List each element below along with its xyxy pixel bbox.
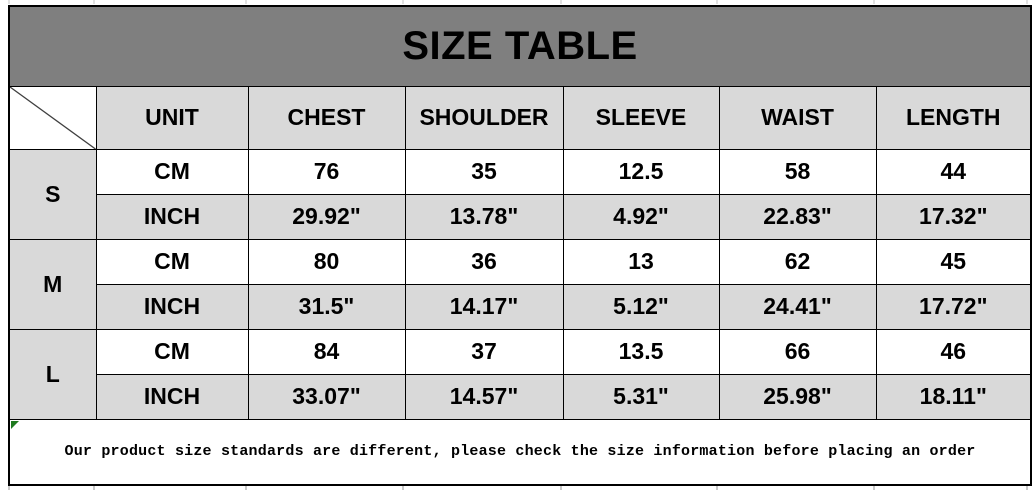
table-row-s-inch: INCH 29.92" 13.78" 4.92" 22.83" 17.32" — [9, 193, 1032, 240]
title-row: SIZE TABLE — [8, 5, 1032, 87]
value-cell: 31.5" — [247, 283, 406, 330]
value-cell: 13.5 — [562, 328, 720, 375]
value-cell: 4.92" — [562, 193, 720, 240]
green-corner-flag-icon — [11, 420, 19, 429]
unit-cell: INCH — [95, 283, 249, 330]
value-cell: 58 — [718, 148, 877, 195]
value-cell: 84 — [247, 328, 406, 375]
crop-ticks-top — [8, 0, 1030, 4]
value-cell: 17.32" — [875, 193, 1032, 240]
table-title: SIZE TABLE — [8, 5, 1032, 87]
note-text: Our product size standards are different… — [64, 443, 976, 461]
column-header-unit: UNIT — [95, 85, 249, 150]
size-label-m: M — [8, 238, 97, 330]
unit-cell: INCH — [95, 373, 249, 420]
value-cell: 33.07" — [247, 373, 406, 420]
diagonal-corner-cell — [8, 85, 97, 150]
value-cell: 29.92" — [247, 193, 406, 240]
value-cell: 66 — [718, 328, 877, 375]
column-header-chest: CHEST — [247, 85, 406, 150]
table-row-m-inch: INCH 31.5" 14.17" 5.12" 24.41" 17.72" — [9, 283, 1032, 330]
table-row-s-cm: S CM 76 35 12.5 58 44 — [8, 148, 1032, 240]
column-header-shoulder: SHOULDER — [404, 85, 564, 150]
unit-cell: CM — [95, 238, 249, 285]
value-cell: 46 — [875, 328, 1032, 375]
column-header-length: LENGTH — [875, 85, 1032, 150]
column-header-sleeve: SLEEVE — [562, 85, 720, 150]
size-label-s: S — [8, 148, 97, 240]
value-cell: 13.78" — [404, 193, 564, 240]
header-row: UNIT CHEST SHOULDER SLEEVE WAIST LENGTH — [8, 85, 1032, 150]
column-header-waist: WAIST — [718, 85, 877, 150]
table-row-l-inch: INCH 33.07" 14.57" 5.31" 25.98" 18.11" — [9, 373, 1032, 420]
value-cell: 80 — [247, 238, 406, 285]
size-table-wrap: SIZE TABLE UNIT CHEST SHOULDER SLEEVE WA… — [8, 5, 1033, 486]
value-cell: 22.83" — [718, 193, 877, 240]
value-cell: 25.98" — [718, 373, 877, 420]
value-cell: 35 — [404, 148, 564, 195]
diagonal-line-icon — [10, 87, 96, 149]
value-cell: 5.12" — [562, 283, 720, 330]
value-cell: 62 — [718, 238, 877, 285]
value-cell: 44 — [875, 148, 1032, 195]
value-cell: 37 — [404, 328, 564, 375]
value-cell: 18.11" — [875, 373, 1032, 420]
value-cell: 5.31" — [562, 373, 720, 420]
value-cell: 76 — [247, 148, 406, 195]
value-cell: 14.17" — [404, 283, 564, 330]
size-label-l: L — [8, 328, 97, 420]
value-cell: 14.57" — [404, 373, 564, 420]
unit-cell: INCH — [95, 193, 249, 240]
value-cell: 17.72" — [875, 283, 1032, 330]
value-cell: 12.5 — [562, 148, 720, 195]
note-cell: Our product size standards are different… — [8, 418, 1032, 486]
value-cell: 24.41" — [718, 283, 877, 330]
table-row-l-cm: L CM 84 37 13.5 66 46 — [8, 328, 1032, 420]
value-cell: 45 — [875, 238, 1032, 285]
value-cell: 13 — [562, 238, 720, 285]
crop-ticks-bottom — [8, 486, 1030, 490]
unit-cell: CM — [95, 328, 249, 375]
table-row-m-cm: M CM 80 36 13 62 45 — [8, 238, 1032, 330]
note-row: Our product size standards are different… — [8, 418, 1032, 486]
value-cell: 36 — [404, 238, 564, 285]
size-table: SIZE TABLE UNIT CHEST SHOULDER SLEEVE WA… — [8, 5, 1033, 486]
unit-cell: CM — [95, 148, 249, 195]
